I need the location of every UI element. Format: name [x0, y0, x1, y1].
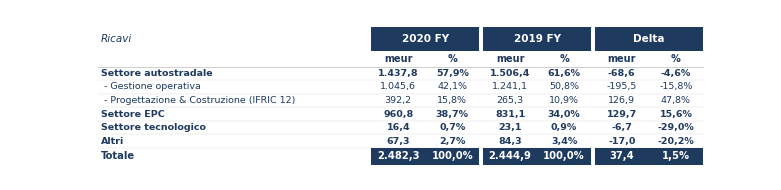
Text: Altri: Altri: [101, 137, 124, 146]
Text: 42,1%: 42,1%: [437, 82, 467, 91]
Text: 15,6%: 15,6%: [659, 110, 692, 119]
Text: -20,2%: -20,2%: [658, 137, 694, 146]
Text: 1.045,6: 1.045,6: [380, 82, 416, 91]
Text: 15,8%: 15,8%: [437, 96, 467, 105]
Text: 1.506,4: 1.506,4: [490, 69, 530, 78]
Text: 2019 FY: 2019 FY: [514, 34, 561, 44]
Text: -4,6%: -4,6%: [661, 69, 691, 78]
Bar: [483, 148, 591, 165]
Text: -29,0%: -29,0%: [658, 123, 694, 132]
Text: 0,9%: 0,9%: [551, 123, 577, 132]
Text: 3,4%: 3,4%: [551, 137, 577, 146]
Text: 16,4: 16,4: [387, 123, 410, 132]
Bar: [595, 148, 703, 165]
Text: - Progettazione & Costruzione (IFRIC 12): - Progettazione & Costruzione (IFRIC 12): [101, 96, 295, 105]
Text: 1.241,1: 1.241,1: [492, 82, 528, 91]
Text: %: %: [559, 54, 569, 64]
Text: 1.437,8: 1.437,8: [378, 69, 419, 78]
Bar: [595, 27, 703, 51]
Text: %: %: [448, 54, 457, 64]
Text: 50,8%: 50,8%: [549, 82, 579, 91]
Text: -17,0: -17,0: [608, 137, 636, 146]
Text: 2020 FY: 2020 FY: [401, 34, 449, 44]
Text: 831,1: 831,1: [495, 110, 525, 119]
Text: %: %: [671, 54, 681, 64]
Text: -6,7: -6,7: [612, 123, 633, 132]
Text: 960,8: 960,8: [383, 110, 413, 119]
Text: -68,6: -68,6: [608, 69, 636, 78]
Text: - Gestione operativa: - Gestione operativa: [101, 82, 201, 91]
Text: meur: meur: [608, 54, 636, 64]
Text: 129,7: 129,7: [607, 110, 637, 119]
Text: 2.444,9: 2.444,9: [489, 151, 531, 161]
Text: 38,7%: 38,7%: [436, 110, 469, 119]
Bar: [371, 148, 480, 165]
Text: 10,9%: 10,9%: [549, 96, 579, 105]
Text: 265,3: 265,3: [497, 96, 523, 105]
Text: 392,2: 392,2: [385, 96, 412, 105]
Text: Settore tecnologico: Settore tecnologico: [101, 123, 205, 132]
Text: 57,9%: 57,9%: [436, 69, 469, 78]
Text: 1,5%: 1,5%: [662, 151, 690, 161]
Text: Totale: Totale: [101, 151, 135, 161]
Bar: [483, 27, 591, 51]
Bar: [371, 27, 480, 51]
Text: 61,6%: 61,6%: [547, 69, 580, 78]
Text: 23,1: 23,1: [498, 123, 522, 132]
Text: 100,0%: 100,0%: [544, 151, 585, 161]
Text: 100,0%: 100,0%: [431, 151, 473, 161]
Text: 47,8%: 47,8%: [661, 96, 691, 105]
Text: 126,9: 126,9: [608, 96, 635, 105]
Text: Settore EPC: Settore EPC: [101, 110, 165, 119]
Text: 34,0%: 34,0%: [547, 110, 580, 119]
Text: Ricavi: Ricavi: [101, 34, 132, 44]
Text: 67,3: 67,3: [387, 137, 410, 146]
Text: Delta: Delta: [633, 34, 665, 44]
Text: -195,5: -195,5: [607, 82, 637, 91]
Text: 37,4: 37,4: [609, 151, 634, 161]
Text: -15,8%: -15,8%: [659, 82, 693, 91]
Text: 2,7%: 2,7%: [439, 137, 465, 146]
Text: meur: meur: [496, 54, 524, 64]
Text: 84,3: 84,3: [498, 137, 522, 146]
Text: 2.482,3: 2.482,3: [377, 151, 419, 161]
Text: meur: meur: [384, 54, 412, 64]
Text: Settore autostradale: Settore autostradale: [101, 69, 212, 78]
Text: 0,7%: 0,7%: [439, 123, 465, 132]
